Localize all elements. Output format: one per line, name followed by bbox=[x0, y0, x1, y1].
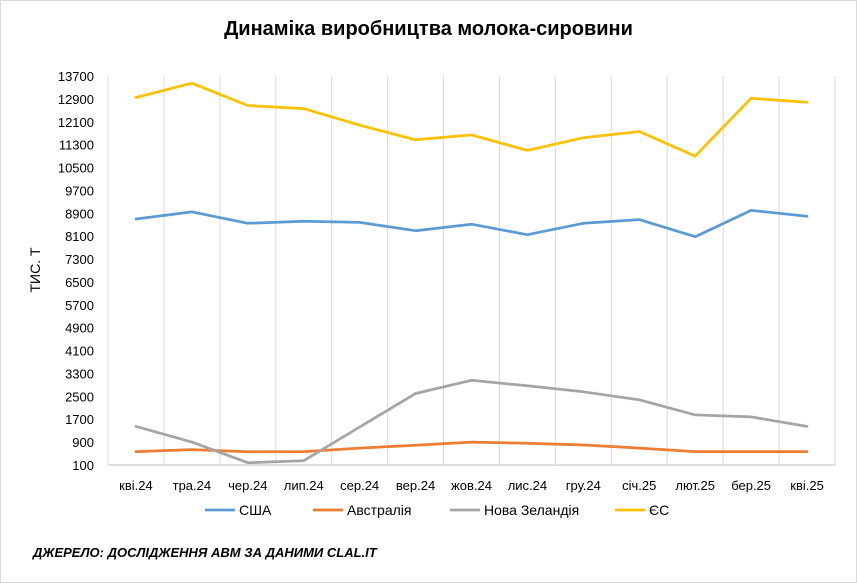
legend-label: ЄС bbox=[649, 502, 669, 518]
legend-label: Австралія bbox=[347, 502, 411, 518]
source-note: ДЖЕРЕЛО: ДОСЛІДЖЕННЯ АВМ ЗА ДАНИМИ CLAL.… bbox=[33, 545, 377, 560]
y-tick-label: 13700 bbox=[58, 69, 94, 84]
x-tick-label: лют.25 bbox=[675, 478, 715, 493]
y-tick-label: 12900 bbox=[58, 92, 94, 107]
y-tick-label: 100 bbox=[72, 458, 94, 473]
x-tick-label: гру.24 bbox=[566, 478, 601, 493]
x-tick-label: лип.24 bbox=[284, 478, 324, 493]
x-tick-label: бер.25 bbox=[731, 478, 771, 493]
series-line-3 bbox=[134, 81, 809, 158]
y-axis-ticks: 100 900 1700 2500 3300 4100 4900 5700 6500 7300 81… bbox=[58, 69, 94, 473]
x-tick-label: сер.24 bbox=[340, 478, 379, 493]
legend-label: Нова Зеландія bbox=[484, 502, 579, 518]
y-tick-label: 8100 bbox=[65, 229, 94, 244]
x-tick-label: тра.24 bbox=[173, 478, 212, 493]
grid-lines bbox=[107, 76, 836, 465]
legend: США Австралія Нова Зеландія ЄС bbox=[205, 502, 669, 518]
x-tick-label: кві.25 bbox=[790, 478, 824, 493]
y-tick-label: 4900 bbox=[65, 321, 94, 336]
chart-title: Динаміка виробництва молока-сировини bbox=[224, 18, 633, 40]
series-line-2 bbox=[134, 378, 809, 465]
x-axis-ticks: кві.24 тра.24 чер.24 лип.24 сер.24 вер.24 жов.… bbox=[119, 478, 824, 493]
y-tick-label: 6500 bbox=[65, 275, 94, 290]
x-tick-label: чер.24 bbox=[228, 478, 267, 493]
x-tick-label: січ.25 bbox=[622, 478, 656, 493]
y-tick-label: 10500 bbox=[58, 161, 94, 176]
x-tick-label: жов.24 bbox=[451, 478, 492, 493]
series-line-1 bbox=[134, 440, 809, 454]
y-tick-label: 900 bbox=[72, 435, 94, 450]
y-tick-label: 12100 bbox=[58, 115, 94, 130]
series-lines bbox=[134, 81, 809, 465]
legend-label: США bbox=[239, 502, 272, 518]
x-tick-label: кві.24 bbox=[119, 478, 153, 493]
y-tick-label: 5700 bbox=[65, 298, 94, 313]
y-tick-label: 8900 bbox=[65, 206, 94, 221]
x-tick-label: вер.24 bbox=[396, 478, 435, 493]
x-tick-label: лис.24 bbox=[508, 478, 547, 493]
y-tick-label: 11300 bbox=[59, 138, 94, 153]
y-tick-label: 3300 bbox=[65, 366, 94, 381]
series-line-0 bbox=[134, 209, 809, 239]
y-tick-label: 7300 bbox=[65, 252, 94, 267]
y-tick-label: 2500 bbox=[65, 389, 94, 404]
y-tick-label: 4100 bbox=[65, 344, 94, 359]
y-axis-label: ТИС. Т bbox=[27, 247, 43, 293]
y-tick-label: 9700 bbox=[65, 183, 94, 198]
y-tick-label: 1700 bbox=[65, 412, 94, 427]
